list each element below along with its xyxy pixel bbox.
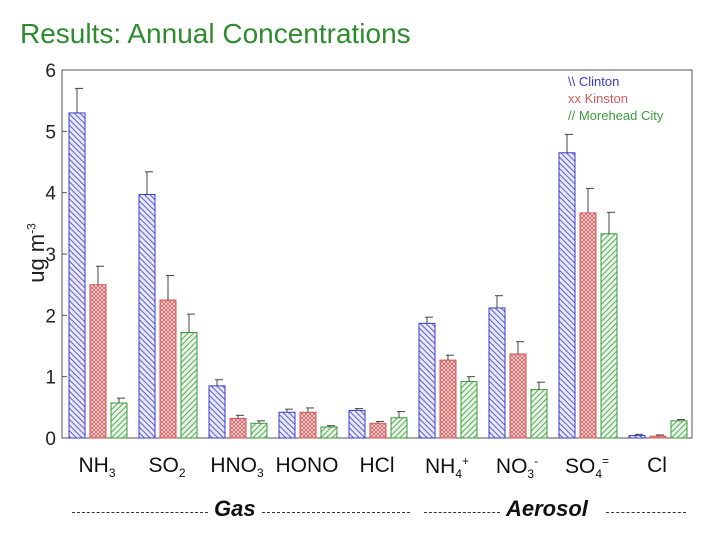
bar-NH4-s0 bbox=[418, 322, 436, 439]
bar-HNO3-s0 bbox=[208, 385, 226, 439]
bar-Cl-s0 bbox=[628, 435, 646, 439]
legend-entry: // Morehead City bbox=[568, 108, 664, 123]
bar-NH4-s2 bbox=[460, 381, 478, 439]
bar-NH3-s0 bbox=[68, 112, 86, 439]
category-label: SO4= bbox=[564, 454, 610, 482]
slide-title: Results: Annual Concentrations bbox=[20, 18, 411, 49]
category-label: HCl bbox=[359, 454, 395, 477]
category-label: NH3 bbox=[78, 454, 116, 481]
bar-HNO3-s2 bbox=[250, 422, 268, 439]
bar-NO3-s0 bbox=[488, 307, 506, 439]
bar-HCl-s1 bbox=[369, 422, 387, 439]
bar-HNO3-s1 bbox=[229, 417, 247, 439]
y-tick-label: 2 bbox=[45, 306, 56, 327]
bar-Cl-s2 bbox=[670, 420, 688, 439]
category-label: HONO bbox=[275, 454, 339, 477]
aerosol-dash-right bbox=[606, 512, 686, 513]
gas-dash-left bbox=[72, 512, 208, 513]
legend: \\ Clinton xx Kinston // Morehead City bbox=[568, 74, 664, 123]
bar-HONO-s1 bbox=[299, 411, 317, 439]
bar-HONO-s2 bbox=[320, 426, 338, 439]
gas-dash-right bbox=[262, 512, 410, 513]
bar-NO3-s2 bbox=[530, 389, 548, 439]
category-label: SO2 bbox=[148, 454, 186, 481]
y-tick-label: 1 bbox=[45, 368, 56, 389]
y-tick-label: 4 bbox=[45, 184, 56, 205]
bar-NH3-s2 bbox=[110, 402, 128, 439]
y-tick-label: 0 bbox=[45, 429, 56, 450]
category-label: Cl bbox=[647, 454, 667, 477]
plot-frame bbox=[61, 69, 693, 439]
bar-HCl-s0 bbox=[348, 409, 366, 439]
y-tick-label: 3 bbox=[45, 245, 56, 266]
bar-SO4-s0 bbox=[558, 152, 576, 439]
bar-SO2-s2 bbox=[180, 332, 198, 439]
y-tick-label: 6 bbox=[45, 61, 56, 82]
legend-entry: \\ Clinton bbox=[568, 74, 619, 89]
bar-HCl-s2 bbox=[390, 417, 408, 439]
aerosol-group-label: Aerosol bbox=[506, 496, 588, 521]
bar-Cl-s1 bbox=[649, 435, 667, 439]
legend-entry: xx Kinston bbox=[568, 91, 628, 106]
bar-NH4-s1 bbox=[439, 359, 457, 439]
bar-SO4-s2 bbox=[600, 233, 618, 439]
category-label: NH4+ bbox=[424, 454, 470, 482]
bar-SO4-s1 bbox=[579, 212, 597, 439]
bar-HONO-s0 bbox=[278, 411, 296, 439]
bar-NH3-s1 bbox=[89, 284, 107, 439]
bar-SO2-s0 bbox=[138, 194, 156, 439]
category-label: HNO3 bbox=[210, 454, 264, 481]
category-label: NO3- bbox=[495, 454, 539, 482]
aerosol-dash-left bbox=[424, 512, 500, 513]
gas-group-label: Gas bbox=[214, 496, 256, 521]
bar-SO2-s1 bbox=[159, 299, 177, 439]
y-tick-label: 5 bbox=[45, 122, 56, 143]
bar-NO3-s1 bbox=[509, 353, 527, 439]
